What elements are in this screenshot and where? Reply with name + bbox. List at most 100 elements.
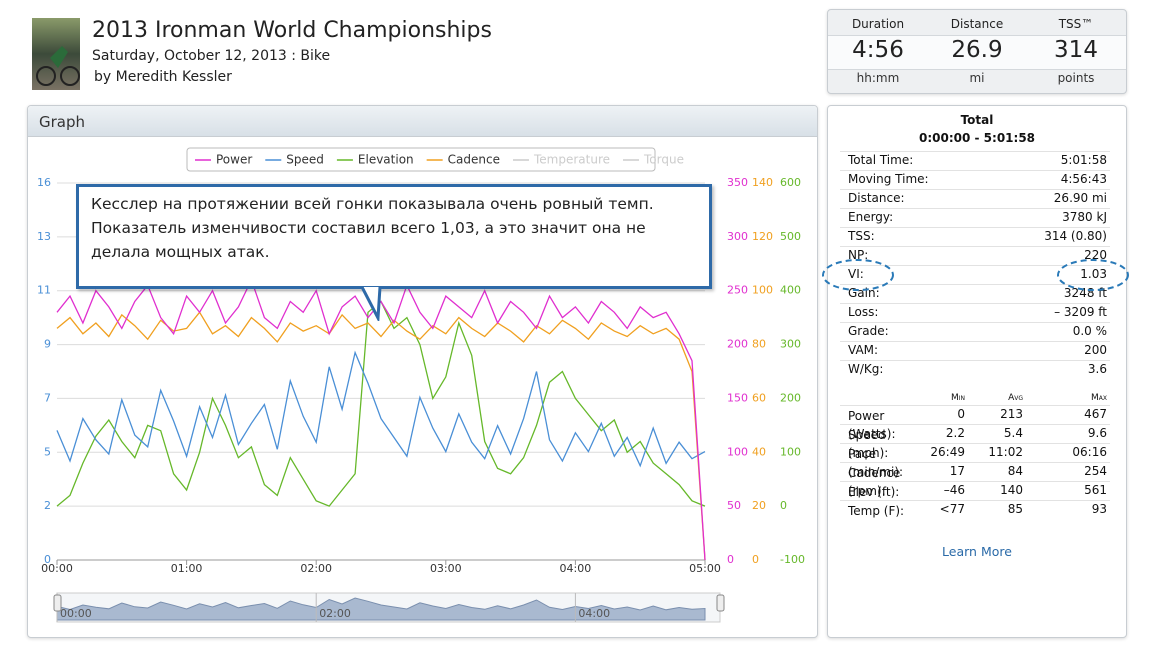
minmax-value: 5.4 [1003, 426, 1023, 440]
navigator-handle[interactable] [716, 594, 725, 612]
stat-label: VAM: [848, 343, 879, 357]
stat-row [840, 462, 1110, 481]
minmax-value: 06:16 [1072, 445, 1107, 459]
navigator-handle[interactable] [53, 594, 62, 612]
minmax-value: –46 [943, 483, 965, 497]
stat-row [840, 500, 1110, 519]
y-tick-label: 120 [752, 230, 773, 243]
minmax-value: 17 [949, 464, 965, 478]
y-tick-label: 11 [37, 284, 51, 297]
minmax-value: 213 [1000, 407, 1023, 421]
y-tick-label: 150 [727, 391, 748, 404]
minmax-value: 467 [1084, 407, 1107, 421]
legend-label[interactable]: Temperature [533, 153, 610, 167]
navigator-label: 00:00 [60, 607, 92, 620]
stat-value: 26.90 mi [1053, 191, 1107, 205]
y-tick-label: 16 [37, 176, 51, 189]
minmax-value: 0 [957, 407, 965, 421]
stat-value: 5:01:58 [1060, 153, 1107, 167]
series-line [56, 278, 706, 561]
minmax-label: Cadence (rpm): [848, 466, 901, 498]
stat-value: 3780 kJ [1062, 210, 1107, 224]
minmax-label: Pace (min/mi): [848, 447, 904, 479]
x-tick-label: 05:00 [689, 562, 721, 575]
minmax-label: Power (Watts): [848, 409, 896, 441]
minmax-value: 26:49 [930, 445, 965, 459]
series-line [56, 311, 706, 561]
minmax-label: Speed (mph): [848, 428, 889, 460]
y-tick-label: 7 [44, 391, 51, 404]
stat-label: Energy: [848, 210, 894, 224]
legend-label[interactable]: Cadence [448, 153, 500, 167]
summary-box: Duration 4:56 hh:mm Distance 26.9 mi TSS™ 314 po… [827, 9, 1127, 94]
minmax-value: 93 [1091, 502, 1107, 516]
x-tick-label: 01:00 [171, 562, 203, 575]
series-line [56, 350, 706, 468]
minmax-value: 2.2 [945, 426, 965, 440]
y-tick-label: 140 [752, 176, 773, 189]
y-tick-label: 0 [780, 499, 787, 512]
x-tick-label: 03:00 [430, 562, 462, 575]
navigator-area [56, 597, 706, 621]
y-tick-label: 2 [44, 499, 51, 512]
minmax-value: 85 [1007, 502, 1023, 516]
activity-title: 2013 Ironman World Championships [92, 18, 492, 43]
y-tick-label: 9 [44, 338, 51, 351]
athlete-photo[interactable] [32, 18, 80, 90]
y-tick-label: 200 [780, 391, 801, 404]
stat-row [840, 322, 1110, 341]
y-tick-label: 500 [780, 230, 801, 243]
legend-label[interactable]: Speed [286, 153, 324, 167]
y-tick-label: 5 [44, 445, 51, 458]
y-tick-label: 250 [727, 284, 748, 297]
minmax-label: Elev (ft): [848, 485, 900, 499]
stat-row [840, 341, 1110, 360]
stat-row [840, 360, 1110, 379]
stat-value: 220 [1084, 248, 1107, 262]
y-tick-label: 400 [780, 284, 801, 297]
legend-label[interactable]: Elevation [358, 153, 414, 167]
stat-row [840, 405, 1110, 424]
legend-label[interactable]: Torque [643, 153, 684, 167]
summary-unit: points [1057, 71, 1095, 85]
graph-header: Graph [28, 106, 817, 137]
activity-author: by Meredith Kessler [94, 69, 232, 85]
series-line [56, 300, 706, 507]
y-tick-label: 300 [727, 230, 748, 243]
y-tick-label: 60 [752, 391, 766, 404]
x-tick-label: 02:00 [300, 562, 332, 575]
x-tick-label: 04:00 [560, 562, 592, 575]
minmax-value: 9.6 [1087, 426, 1107, 440]
y-tick-label: 13 [37, 230, 51, 243]
stat-value: 0.0 % [1072, 324, 1107, 338]
minmax-value: 254 [1084, 464, 1107, 478]
stats-range: 0:00:00 - 5:01:58 [918, 131, 1036, 145]
stat-row [840, 246, 1110, 265]
summary-label: TSS™ [1058, 17, 1094, 31]
x-tick-label: 00:00 [41, 562, 73, 575]
y-tick-label: 200 [727, 338, 748, 351]
minmax-value: <77 [939, 502, 965, 516]
summary-value: 314 [1054, 37, 1098, 63]
stat-value: 4:56:43 [1060, 172, 1107, 186]
stat-value: 3.6 [1087, 362, 1107, 376]
summary-value: 4:56 [852, 37, 904, 63]
stat-value: 200 [1084, 343, 1107, 357]
minmax-value: 11:02 [988, 445, 1023, 459]
y-tick-label: 100 [752, 284, 773, 297]
stat-row [840, 424, 1110, 443]
y-tick-label: 300 [780, 338, 801, 351]
summary-label: Duration [851, 17, 905, 31]
stat-value: 314 (0.80) [1044, 229, 1107, 243]
link[interactable]: Learn More [942, 544, 1012, 559]
stat-label: TSS: [848, 229, 875, 243]
activity-date: Saturday, October 12, 2013 : Bike [92, 48, 331, 64]
stat-row [840, 481, 1110, 500]
legend-label[interactable]: Power [216, 153, 252, 167]
y-tick-label: 0 [44, 553, 51, 566]
stat-row [840, 227, 1110, 246]
summary-unit: hh:mm [856, 71, 900, 85]
stat-label: Total Time: [848, 153, 914, 167]
y-tick-label: 100 [727, 445, 748, 458]
